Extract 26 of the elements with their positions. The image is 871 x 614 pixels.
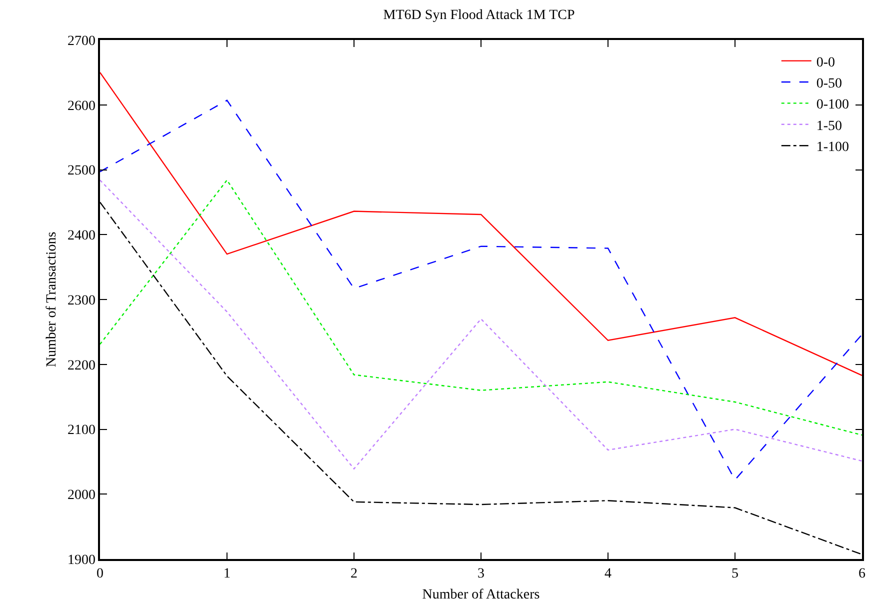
x-tick-label: 5 [732,566,738,582]
x-tick-label: 3 [478,566,484,582]
x-tick-label: 4 [604,566,612,582]
y-tick-label: 2500 [67,164,96,179]
legend-label: 1-50 [816,118,842,134]
chart-title: MT6D Syn Flood Attack 1M TCP [383,8,575,24]
y-tick-label: 2600 [67,98,96,114]
x-tick-label: 1 [224,566,230,582]
y-tick-label: 2300 [67,293,96,308]
y-axis-title: Number of Transactions [44,232,60,368]
y-tick-label: 1900 [67,552,96,568]
legend-label: 1-100 [816,140,850,156]
x-tick-label: 2 [350,566,358,582]
y-tick-label: 2400 [67,228,96,244]
y-tick-label: 2100 [67,423,96,438]
y-tick-label: 2700 [67,34,96,49]
x-tick-label: 6 [858,566,866,582]
x-axis-title: Number of Attackers [422,587,540,602]
legend-label: 0-100 [816,98,850,113]
line-series [100,100,862,480]
legend-label: 0-0 [816,55,836,70]
y-tick-label: 2000 [67,488,96,504]
legend-label: 0-50 [816,76,842,92]
x-tick-label: 0 [96,566,104,582]
line-series [100,72,862,376]
y-tick-label: 2200 [67,358,96,374]
